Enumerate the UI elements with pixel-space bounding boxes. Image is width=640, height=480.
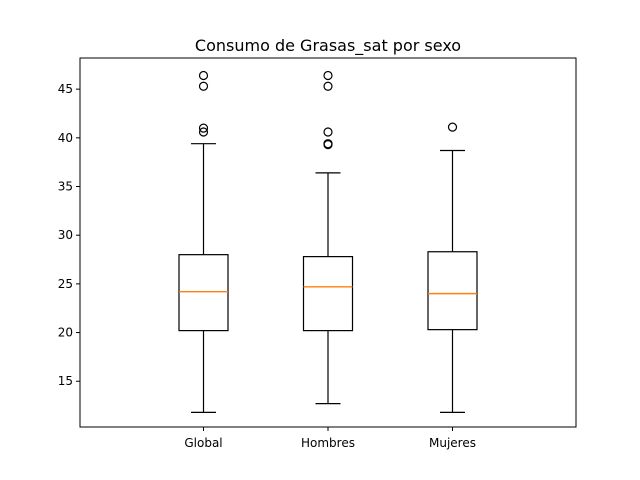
chart-title: Consumo de Grasas_sat por sexo bbox=[195, 36, 461, 56]
x-tick-label: Global bbox=[184, 436, 222, 450]
outlier-point bbox=[323, 127, 333, 137]
outlier-point bbox=[323, 139, 333, 149]
iqr-box bbox=[302, 256, 354, 332]
y-tick-label: 15 bbox=[58, 374, 73, 388]
outlier-point bbox=[323, 81, 333, 91]
y-tick-label: 35 bbox=[58, 180, 73, 194]
outlier-point bbox=[198, 127, 209, 137]
outlier-point bbox=[198, 123, 209, 133]
x-axis: Global Hombres Mujeres bbox=[184, 427, 476, 450]
outlier-point bbox=[198, 70, 209, 81]
outlier-point bbox=[323, 70, 333, 81]
box-hombres bbox=[302, 70, 354, 405]
y-tick-label: 40 bbox=[58, 131, 73, 145]
iqr-box bbox=[427, 251, 478, 331]
y-tick-label: 25 bbox=[58, 277, 73, 291]
x-tick-label: Mujeres bbox=[429, 436, 476, 450]
y-tick-label: 45 bbox=[58, 82, 73, 96]
y-tick-label: 30 bbox=[58, 228, 73, 242]
box-mujeres bbox=[427, 122, 478, 413]
x-tick-label: Hombres bbox=[301, 436, 355, 450]
outlier-point bbox=[198, 81, 209, 91]
box-series bbox=[178, 70, 478, 413]
y-axis: 15 20 25 30 35 40 45 bbox=[58, 82, 80, 388]
box-global bbox=[178, 70, 229, 413]
iqr-box bbox=[178, 254, 229, 332]
y-tick-label: 20 bbox=[58, 326, 73, 340]
outlier-point bbox=[447, 122, 458, 132]
